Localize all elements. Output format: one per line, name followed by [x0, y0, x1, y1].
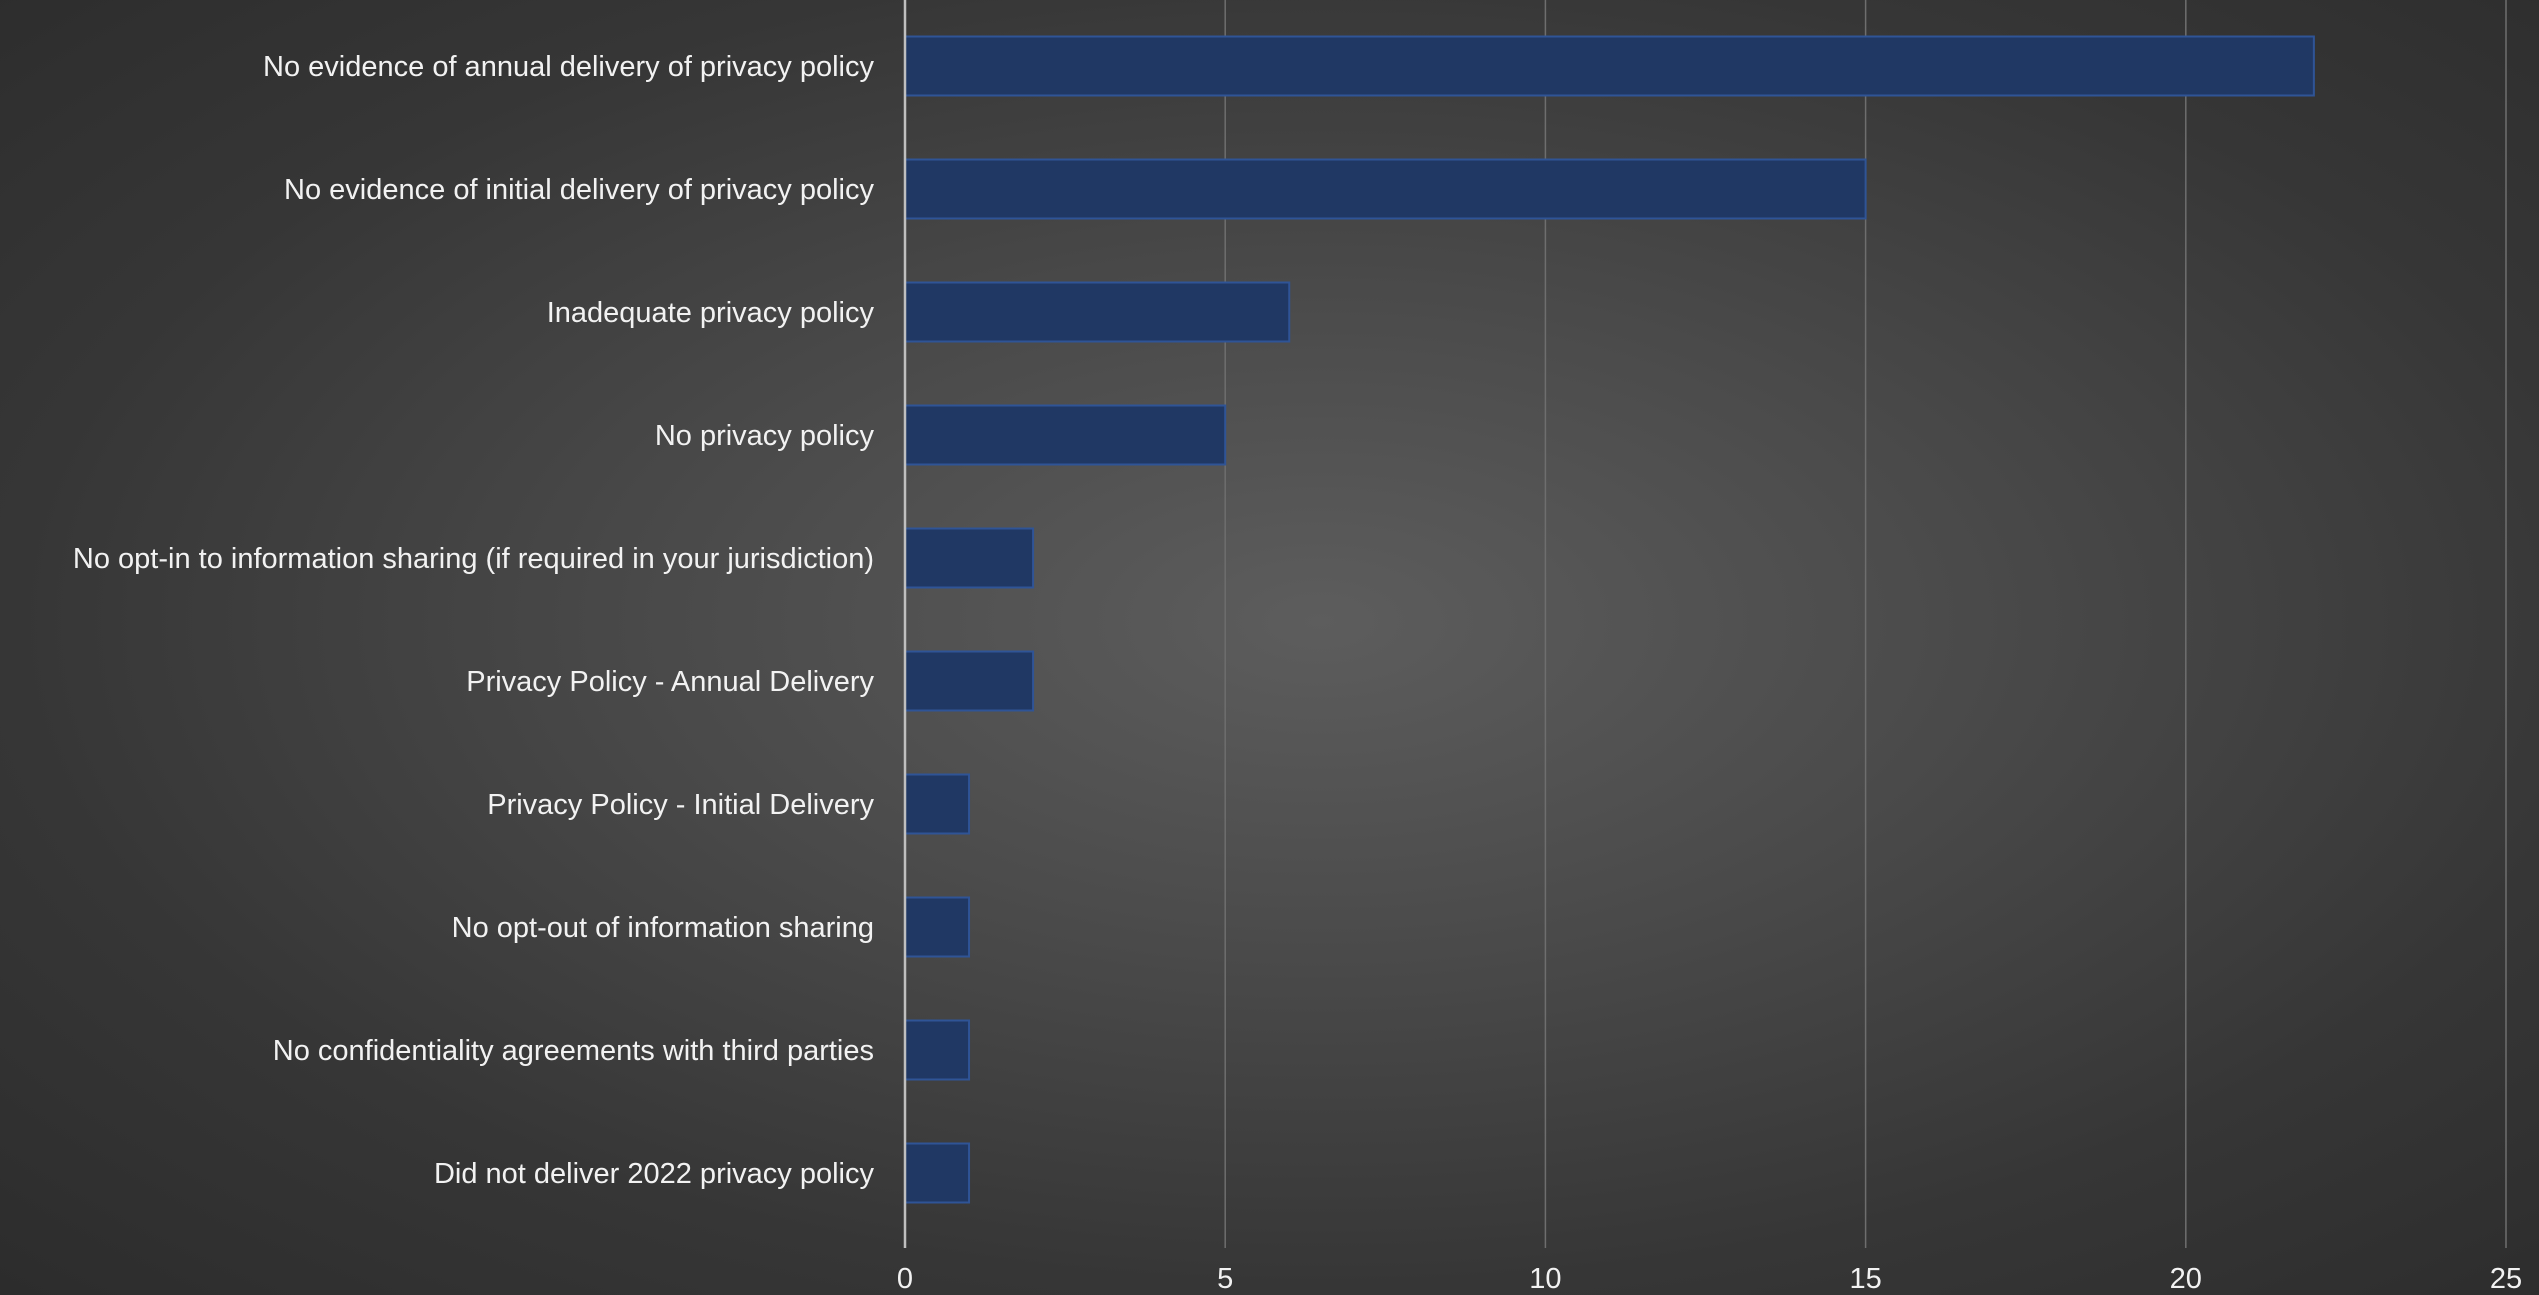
bar	[904, 896, 971, 958]
bar	[904, 527, 1035, 589]
category-label: No opt-in to information sharing (if req…	[73, 543, 874, 575]
bar	[904, 650, 1035, 712]
bar	[904, 1019, 971, 1081]
bar	[904, 773, 971, 835]
category-labels: No evidence of annual delivery of privac…	[73, 51, 875, 1190]
x-tick-label: 0	[897, 1263, 913, 1295]
x-tick-label: 5	[1217, 1263, 1233, 1295]
category-label: Inadequate privacy policy	[547, 297, 875, 329]
x-tick-label: 15	[1849, 1263, 1881, 1295]
category-label: Did not deliver 2022 privacy policy	[434, 1158, 875, 1190]
bar	[904, 404, 1227, 466]
category-label: No opt-out of information sharing	[452, 912, 874, 944]
category-label: No confidentiality agreements with third…	[273, 1035, 874, 1067]
category-label: No evidence of annual delivery of privac…	[263, 51, 874, 83]
bar	[904, 281, 1291, 343]
x-tick-label: 10	[1529, 1263, 1561, 1295]
x-tick-label: 20	[2170, 1263, 2202, 1295]
x-axis-tick-labels: 0 5 10 15 20 25	[897, 1263, 2522, 1295]
category-label: No evidence of initial delivery of priva…	[284, 174, 874, 206]
category-label: No privacy policy	[655, 420, 875, 452]
category-label: Privacy Policy - Annual Delivery	[466, 666, 874, 698]
bars	[904, 35, 2315, 1204]
x-tick-label: 25	[2490, 1263, 2522, 1295]
category-label: Privacy Policy - Initial Delivery	[487, 789, 874, 821]
bar	[904, 1142, 971, 1204]
bar	[904, 158, 1867, 220]
bar	[904, 35, 2315, 97]
